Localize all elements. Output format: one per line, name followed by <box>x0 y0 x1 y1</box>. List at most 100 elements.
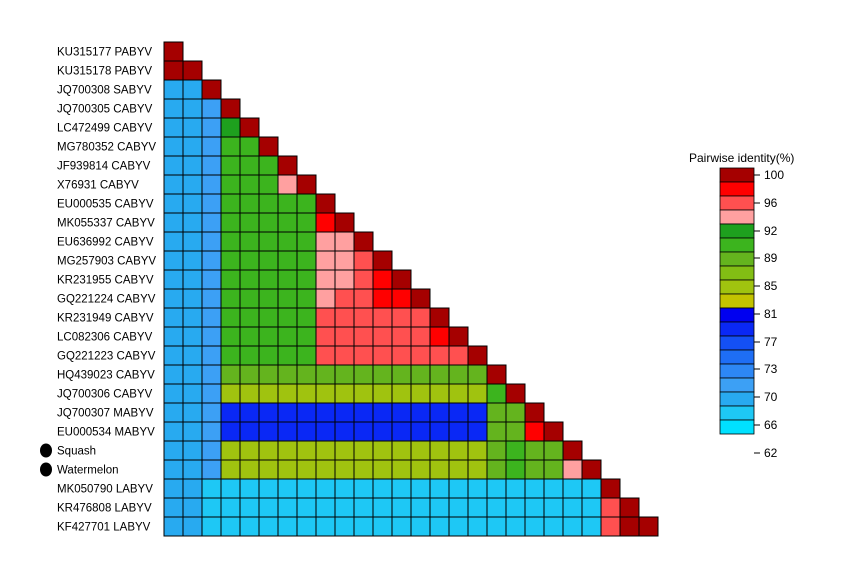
heatmap-cell <box>201 497 222 518</box>
row-label: LC082306 CABYV <box>57 332 153 344</box>
heatmap-cell <box>163 402 184 423</box>
heatmap-cell <box>353 231 374 252</box>
heatmap-cell <box>410 307 431 328</box>
heatmap-cell <box>524 478 545 499</box>
heatmap-cell <box>410 497 431 518</box>
heatmap-cell <box>372 402 393 423</box>
heatmap-cell <box>334 364 355 385</box>
heatmap-cell <box>410 421 431 442</box>
heatmap-cell <box>296 383 317 404</box>
heatmap-cell <box>239 383 260 404</box>
heatmap-cell <box>239 421 260 442</box>
heatmap-cell <box>182 231 203 252</box>
heatmap-cell <box>391 364 412 385</box>
heatmap-cell <box>239 402 260 423</box>
heatmap-cell <box>258 212 279 233</box>
heatmap-cell <box>277 459 298 480</box>
row-label: EU636992 CABYV <box>57 237 154 249</box>
heatmap-cell <box>391 497 412 518</box>
heatmap-cell <box>277 269 298 290</box>
heatmap-cell <box>429 307 450 328</box>
heatmap-cell <box>163 250 184 271</box>
heatmap-cell <box>220 402 241 423</box>
heatmap-cell <box>448 516 469 537</box>
heatmap-cell <box>201 459 222 480</box>
heatmap-cell <box>296 231 317 252</box>
heatmap-cell <box>391 345 412 366</box>
heatmap-cell <box>467 440 488 461</box>
row-label: EU000534 MABYV <box>57 427 155 439</box>
heatmap-cell <box>372 364 393 385</box>
heatmap-cell <box>296 212 317 233</box>
heatmap-cell <box>315 364 336 385</box>
heatmap-cell <box>220 136 241 157</box>
heatmap-cell <box>277 497 298 518</box>
heatmap-cell <box>315 421 336 442</box>
heatmap-cell <box>334 269 355 290</box>
heatmap-cell <box>201 98 222 119</box>
heatmap-cell <box>315 250 336 271</box>
row-label: X76931 CABYV <box>57 180 139 192</box>
heatmap-cell <box>543 516 564 537</box>
heatmap-cell <box>239 288 260 309</box>
row-label: LC472499 CABYV <box>57 123 153 135</box>
heatmap-cell <box>410 459 431 480</box>
heatmap-cell <box>220 516 241 537</box>
legend-swatch <box>719 405 755 421</box>
heatmap-cell <box>429 459 450 480</box>
heatmap-cell <box>505 478 526 499</box>
heatmap-cell <box>467 402 488 423</box>
heatmap-cell <box>201 345 222 366</box>
heatmap-cell <box>239 250 260 271</box>
heatmap-cell <box>239 364 260 385</box>
heatmap-cell <box>296 459 317 480</box>
heatmap-cell <box>163 497 184 518</box>
legend-swatch <box>719 335 755 351</box>
heatmap-cell <box>372 250 393 271</box>
heatmap-cell <box>239 117 260 138</box>
heatmap-cell <box>182 516 203 537</box>
heatmap-cell <box>201 478 222 499</box>
heatmap-cell <box>277 307 298 328</box>
heatmap-cell <box>182 60 203 81</box>
heatmap-cell <box>372 516 393 537</box>
heatmap-cell <box>353 421 374 442</box>
heatmap-cell <box>201 231 222 252</box>
heatmap-cell <box>391 269 412 290</box>
heatmap-cell <box>562 516 583 537</box>
heatmap-cell <box>543 421 564 442</box>
heatmap-cell <box>315 497 336 518</box>
heatmap-cell <box>448 421 469 442</box>
legend-swatch <box>719 209 755 225</box>
heatmap-cell <box>315 231 336 252</box>
heatmap-cell <box>201 117 222 138</box>
heatmap-cell <box>581 459 602 480</box>
row-label: KF427701 LABYV <box>57 522 151 534</box>
heatmap-cell <box>296 288 317 309</box>
heatmap-cell <box>182 383 203 404</box>
heatmap-cell <box>182 364 203 385</box>
heatmap-cell <box>410 345 431 366</box>
heatmap-cell <box>258 155 279 176</box>
heatmap-cell <box>220 231 241 252</box>
legend-swatch <box>719 237 755 253</box>
heatmap-cell <box>182 136 203 157</box>
legend-swatch <box>719 419 755 435</box>
heatmap-cell <box>524 459 545 480</box>
heatmap-cell <box>372 478 393 499</box>
heatmap-cell <box>296 250 317 271</box>
heatmap-cell <box>201 136 222 157</box>
heatmap-cell <box>467 478 488 499</box>
heatmap-cell <box>334 402 355 423</box>
row-label: JQ700306 CABYV <box>57 389 153 401</box>
heatmap-cell <box>334 307 355 328</box>
row-label: KU315177 PABYV <box>57 47 152 59</box>
heatmap-cell <box>201 288 222 309</box>
heatmap-cell <box>543 459 564 480</box>
heatmap-cell <box>239 212 260 233</box>
legend-swatch <box>719 167 755 183</box>
heatmap-cell <box>448 402 469 423</box>
heatmap-cell <box>258 364 279 385</box>
row-label: KR231955 CABYV <box>57 275 154 287</box>
heatmap-cell <box>277 250 298 271</box>
